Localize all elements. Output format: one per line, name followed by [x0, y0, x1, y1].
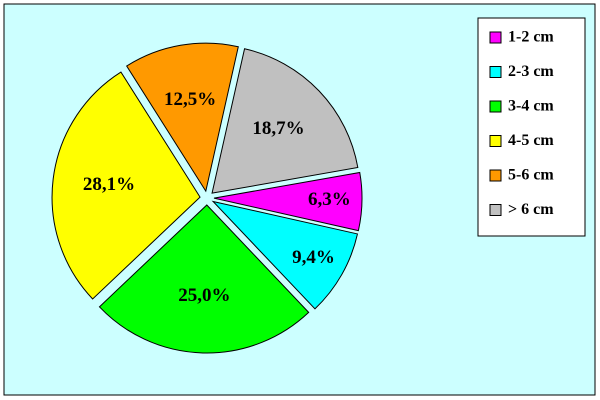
data-label: 9,4% — [292, 247, 335, 268]
legend-label: 3-4 cm — [508, 98, 554, 115]
pie-slice — [98, 204, 310, 354]
pie-slice — [211, 200, 359, 310]
legend-swatch — [489, 31, 502, 44]
data-label: 28,1% — [83, 174, 135, 195]
pie-slice — [213, 171, 363, 232]
data-label: 25,0% — [178, 285, 230, 306]
pie-slice — [125, 42, 239, 193]
legend-label: 5-6 cm — [508, 167, 554, 184]
legend-label: 4-5 cm — [508, 132, 554, 149]
legend-swatch — [489, 169, 502, 182]
legend-swatch — [489, 135, 502, 147]
data-label: 6,3% — [308, 189, 351, 210]
legend-swatch — [489, 100, 502, 113]
pie-slice — [51, 71, 201, 300]
legend-swatch — [489, 204, 502, 216]
legend-swatch — [489, 66, 502, 78]
pie-slice — [211, 48, 359, 194]
legend-box — [477, 17, 586, 237]
legend-label: > 6 cm — [508, 201, 554, 218]
data-label: 18,7% — [252, 118, 304, 139]
data-label: 12,5% — [164, 89, 216, 110]
legend-label: 2-3 cm — [508, 63, 554, 80]
legend-label: 1-2 cm — [508, 29, 554, 46]
